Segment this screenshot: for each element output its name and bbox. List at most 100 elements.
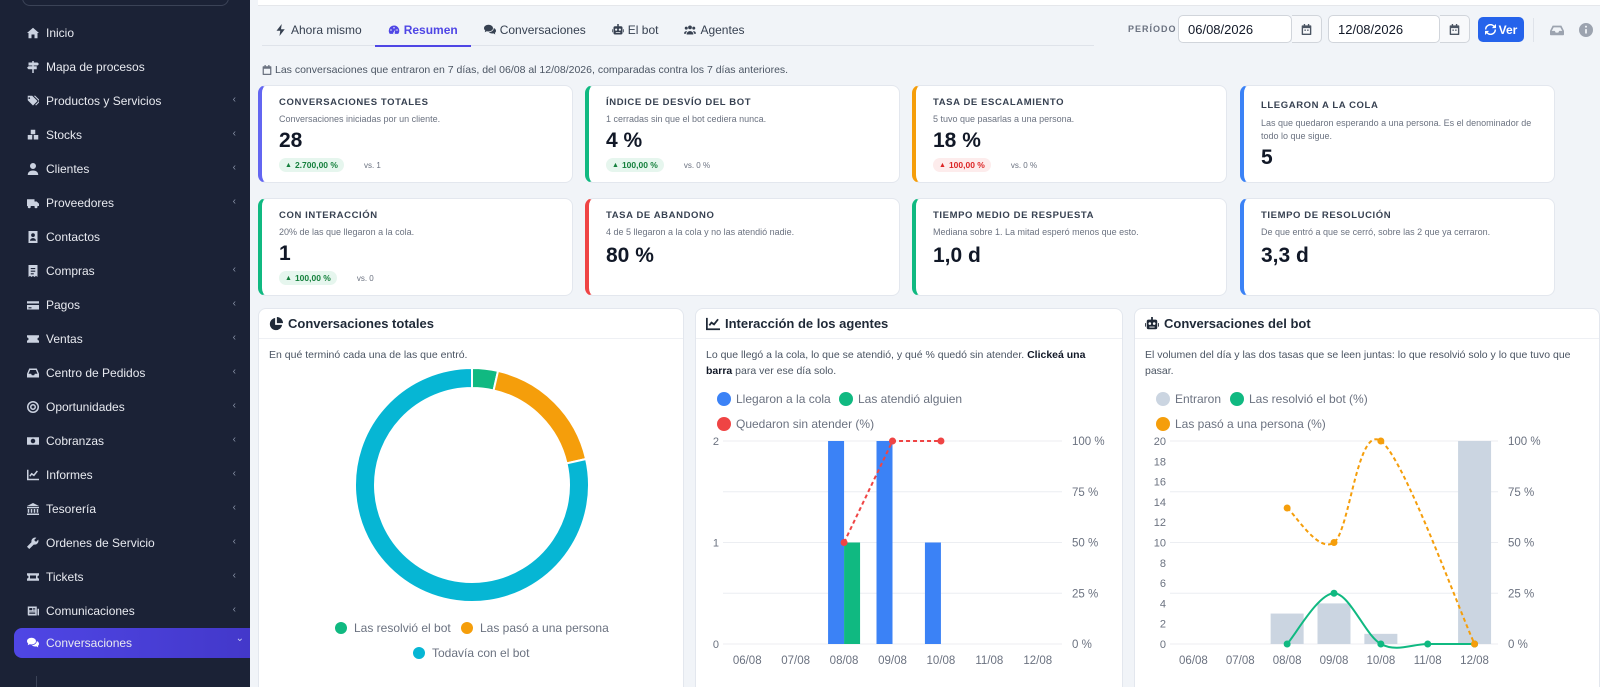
tab-ahora-mismo[interactable]: Ahora mismo bbox=[262, 14, 375, 46]
sidebar-item-ordenes-de-servicio[interactable]: Ordenes de Servicio ‹ bbox=[26, 530, 242, 556]
sidebar-item-conversaciones[interactable]: Conversaciones ⌄ bbox=[14, 628, 250, 658]
kpi-title: TASA DE ESCALAMIENTO bbox=[933, 97, 1065, 108]
sidebar-item-inicio[interactable]: Inicio bbox=[26, 20, 242, 46]
legend-swatch bbox=[1156, 417, 1170, 431]
line-point bbox=[1424, 640, 1432, 648]
chevron-left-icon: ‹ bbox=[232, 570, 236, 581]
kpi-card: TASA DE ESCALAMIENTO 5 tuvo que pasarlas … bbox=[912, 85, 1227, 183]
sidebar-item-compras[interactable]: Compras ‹ bbox=[26, 258, 242, 284]
bar bbox=[876, 441, 893, 644]
bar bbox=[1458, 441, 1492, 644]
line-point bbox=[1377, 437, 1385, 445]
kpi-delta: ▲ 2.700,00 % vs. 1 bbox=[279, 158, 572, 173]
y2-tick-label: 0 % bbox=[1508, 639, 1528, 651]
calendar-icon bbox=[1449, 23, 1460, 35]
delta-value: 100,00 % bbox=[948, 160, 985, 171]
tab-bar: Ahora mismo Resumen Conversaciones El bo… bbox=[262, 14, 1094, 47]
kpi-title: CON INTERACCIÓN bbox=[279, 210, 378, 221]
sidebar-item-label: Cobranzas bbox=[46, 434, 105, 448]
sidebar-item-centro-de-pedidos[interactable]: Centro de Pedidos ‹ bbox=[26, 360, 242, 386]
y-tick-label: 12 bbox=[1154, 517, 1166, 529]
chevron-left-icon: ‹ bbox=[232, 434, 236, 445]
x-tick-label: 06/08 bbox=[733, 655, 762, 667]
y-tick-label: 20 bbox=[1154, 436, 1166, 448]
tab-resumen[interactable]: Resumen bbox=[374, 14, 471, 47]
legend-label: Las atendió alguien bbox=[858, 392, 962, 406]
sidebar-item-proveedores[interactable]: Proveedores ‹ bbox=[26, 190, 242, 216]
tab-conversaciones[interactable]: Conversaciones bbox=[471, 14, 599, 46]
legend-label: Las pasó a una persona bbox=[480, 621, 609, 635]
date-from-input[interactable]: 06/08/2026 bbox=[1178, 15, 1292, 43]
y-tick-label: 4 bbox=[1160, 598, 1166, 610]
sidebar-item-comunicaciones[interactable]: Comunicaciones ‹ bbox=[26, 598, 242, 624]
kpi-subtitle: 4 de 5 llegaron a la cola y no las atend… bbox=[606, 227, 795, 237]
sidebar-item-productos-y-servicios[interactable]: Productos y Servicios ‹ bbox=[26, 88, 242, 114]
sidebar-item-ventas[interactable]: Ventas ‹ bbox=[26, 326, 242, 352]
sidebar-item-mapa-de-procesos[interactable]: Mapa de procesos bbox=[26, 54, 242, 80]
chevron-left-icon: ‹ bbox=[232, 298, 236, 309]
delta-value: 100,00 % bbox=[294, 273, 331, 284]
inbox-icon bbox=[1550, 25, 1564, 36]
y-tick-label: 1 bbox=[713, 538, 719, 550]
chevron-left-icon: ‹ bbox=[232, 400, 236, 411]
sidebar-item-contactos[interactable]: Contactos bbox=[26, 224, 242, 250]
sidebar-item-tesorería[interactable]: Tesorería ‹ bbox=[26, 496, 242, 522]
legend-label: Entraron bbox=[1175, 392, 1221, 406]
legend-label: Todavía con el bot bbox=[432, 646, 530, 660]
tab-label: Ahora mismo bbox=[291, 23, 362, 37]
line-point bbox=[937, 437, 945, 445]
chart-line-icon bbox=[26, 468, 40, 482]
sidebar-item-label: Ordenes de Servicio bbox=[46, 536, 155, 550]
info-button[interactable] bbox=[1578, 22, 1594, 38]
sidebar-item-informes[interactable]: Informes ‹ bbox=[26, 462, 242, 488]
card-description: Lo que llegó a la cola, lo que se atendi… bbox=[696, 339, 1122, 380]
legend-swatch bbox=[717, 417, 731, 431]
date-to-input[interactable]: 12/08/2026 bbox=[1328, 15, 1440, 43]
pie-chart-icon bbox=[269, 316, 283, 330]
kpi-value: 18 % bbox=[933, 129, 981, 153]
kpi-card: TASA DE ABANDONO 4 de 5 llegaron a la col… bbox=[585, 198, 900, 296]
x-tick-label: 09/08 bbox=[878, 655, 907, 667]
truck-icon bbox=[26, 196, 40, 210]
legend-label: Las pasó a una persona (%) bbox=[1175, 417, 1326, 431]
sidebar-item-tickets[interactable]: Tickets ‹ bbox=[26, 564, 242, 590]
ver-button[interactable]: Ver bbox=[1478, 17, 1524, 42]
tab-el-bot[interactable]: El bot bbox=[599, 14, 672, 46]
y2-tick-label: 100 % bbox=[1072, 436, 1105, 448]
legend-label: Las resolvió el bot bbox=[354, 621, 451, 635]
chevron-left-icon: ‹ bbox=[232, 502, 236, 513]
sidebar-item-oportunidades[interactable]: Oportunidades ‹ bbox=[26, 394, 242, 420]
kpi-title: CONVERSACIONES TOTALES bbox=[279, 97, 429, 108]
calendar-icon bbox=[1301, 23, 1312, 35]
card-conversaciones-totales: Conversaciones totales En qué terminó ca… bbox=[258, 308, 684, 687]
legend-swatch bbox=[1230, 392, 1244, 406]
x-tick-label: 06/08 bbox=[1179, 655, 1208, 667]
delta-badge: ▲ 100,00 % bbox=[606, 158, 664, 173]
chevron-left-icon: ‹ bbox=[232, 94, 236, 105]
chevron-left-icon: ‹ bbox=[232, 128, 236, 139]
sidebar-item-label: Inicio bbox=[46, 26, 75, 40]
inbox-button[interactable] bbox=[1549, 22, 1565, 38]
sidebar-item-clientes[interactable]: Clientes ‹ bbox=[26, 156, 242, 182]
sidebar-item-pagos[interactable]: Pagos ‹ bbox=[26, 292, 242, 318]
sidebar-item-stocks[interactable]: Stocks ‹ bbox=[26, 122, 242, 148]
date-to-calendar-button[interactable] bbox=[1440, 15, 1470, 43]
y-tick-label: 6 bbox=[1160, 578, 1166, 590]
newspaper-icon bbox=[26, 604, 40, 618]
date-from-calendar-button[interactable] bbox=[1292, 15, 1322, 43]
sidebar-item-label: Ventas bbox=[46, 332, 83, 346]
sidebar-item-cobranzas[interactable]: Cobranzas ‹ bbox=[26, 428, 242, 454]
kpi-compare: vs. 1 bbox=[363, 160, 381, 170]
y-tick-label: 10 bbox=[1154, 538, 1166, 550]
line-point bbox=[1283, 504, 1291, 512]
sidebar-item-label: Stocks bbox=[46, 128, 83, 142]
kpi-value: 1 bbox=[279, 242, 291, 266]
kpi-delta: ▲ 100,00 % vs. 0 bbox=[279, 271, 572, 286]
card-header: Conversaciones totales bbox=[259, 309, 683, 339]
bar bbox=[828, 441, 845, 644]
legend-label: Las resolvió el bot (%) bbox=[1249, 392, 1368, 406]
sidebar-search[interactable] bbox=[22, 0, 229, 6]
inbox-icon bbox=[26, 366, 40, 380]
kpi-title: LLEGARON A LA COLA bbox=[1261, 100, 1379, 111]
tab-agentes[interactable]: Agentes bbox=[671, 14, 757, 46]
